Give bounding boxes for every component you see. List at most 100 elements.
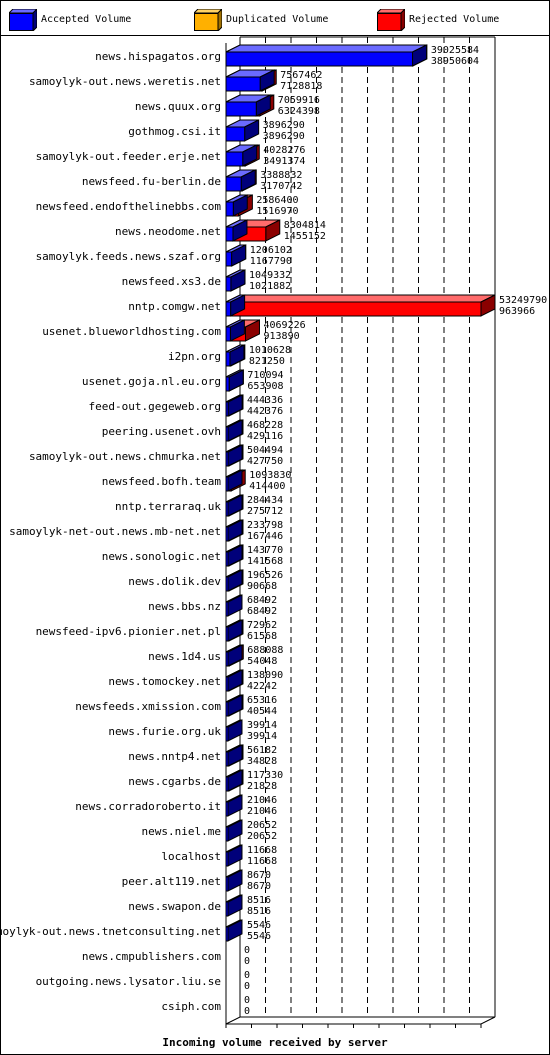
total-value-label: 53249790 <box>499 295 547 306</box>
category-label: news.swapon.de <box>128 900 221 913</box>
accepted-bar <box>225 169 256 192</box>
total-value-label: 233798 <box>247 520 283 531</box>
accepted-bar <box>225 619 243 642</box>
accepted-value-label: 90668 <box>247 581 277 592</box>
category-label: news.furie.org.uk <box>108 725 221 738</box>
accepted-value-label: 653908 <box>247 381 283 392</box>
accepted-value-label: 1455152 <box>284 231 326 242</box>
accepted-value-label: 42242 <box>247 681 277 692</box>
accepted-bar <box>225 394 243 417</box>
accepted-bar <box>225 494 243 517</box>
x-axis-title: Incoming volume received by server <box>162 1036 388 1049</box>
accepted-bar <box>225 644 243 667</box>
total-value-label: 444336 <box>247 395 283 406</box>
category-label: newsfeed-ipv6.pionier.net.pl <box>36 625 221 638</box>
accepted-value-label: 5546 <box>247 931 271 942</box>
total-value-label: 143770 <box>247 545 283 556</box>
total-value-label: 2586400 <box>256 195 298 206</box>
category-label: newsfeed.xs3.de <box>122 275 221 288</box>
accepted-bar <box>225 419 243 442</box>
accepted-value-label: 963966 <box>499 306 535 317</box>
total-value-label: 72962 <box>247 620 277 631</box>
category-label: usenet.blueworldhosting.com <box>42 325 221 338</box>
accepted-value-label: 54048 <box>247 656 277 667</box>
accepted-value-label: 1021882 <box>249 281 291 292</box>
total-value-label: 39914 <box>247 720 277 731</box>
accepted-value-label: 3896290 <box>263 131 305 142</box>
accepted-bar <box>225 719 243 742</box>
total-value-label: 1206102 <box>250 245 292 256</box>
category-label: gothmog.csi.it <box>128 125 221 138</box>
category-label: news.hispagatos.org <box>95 50 221 63</box>
accepted-bar <box>225 369 244 392</box>
total-value-label: 468228 <box>247 420 283 431</box>
total-value-label: 68492 <box>247 595 277 606</box>
accepted-value-label: 414400 <box>249 481 285 492</box>
accepted-value-label: 34828 <box>247 756 277 767</box>
total-value-label: 11668 <box>247 845 277 856</box>
total-value-label: 504494 <box>247 445 283 456</box>
accepted-bar <box>225 819 243 842</box>
accepted-value-label: 68492 <box>247 606 277 617</box>
accepted-bar <box>225 519 243 542</box>
accepted-value-label: 20652 <box>247 831 277 842</box>
category-label: samoylyk-out.news.tnetconsulting.net <box>1 925 221 938</box>
accepted-bar <box>225 894 243 917</box>
category-label: nntp.comgw.net <box>128 300 221 313</box>
accepted-bar <box>225 144 258 167</box>
category-label: samoylyk.feeds.news.szaf.org <box>36 250 221 263</box>
accepted-bar <box>225 69 275 92</box>
accepted-bar <box>225 44 428 67</box>
accepted-value-label: 39914 <box>247 731 277 742</box>
rejected-bar <box>225 294 496 317</box>
accepted-value-label: 8516 <box>247 906 271 917</box>
category-label: news.nntp4.net <box>128 750 221 763</box>
accepted-bar <box>225 794 243 817</box>
accepted-bar <box>225 344 245 367</box>
accepted-bar <box>225 319 245 342</box>
accepted-bar <box>225 594 243 617</box>
category-label: peer.alt119.net <box>122 875 221 888</box>
total-value-label: 3896290 <box>263 120 305 131</box>
accepted-bar <box>225 544 243 567</box>
legend: Accepted Volume Duplicated Volume Reject… <box>1 1 549 36</box>
accepted-value-label: 40544 <box>247 706 277 717</box>
accepted-value-label: 21046 <box>247 806 277 817</box>
category-label: newsfeed.bofh.team <box>102 475 222 488</box>
category-label: samoylyk-out.news.chmurka.net <box>29 450 221 463</box>
category-label: news.neodome.net <box>115 225 221 238</box>
total-value-label: 1093830 <box>249 470 291 481</box>
category-label: newsfeed.fu-berlin.de <box>82 175 221 188</box>
accepted-value-label: 0 <box>244 1006 250 1017</box>
total-value-label: 4028276 <box>263 145 305 156</box>
accepted-bar <box>225 694 243 717</box>
total-value-label: 8670 <box>247 870 271 881</box>
total-value-label: 0 <box>244 970 250 981</box>
category-label: news.dolik.dev <box>128 575 221 588</box>
category-label: news.cmpublishers.com <box>82 950 221 963</box>
accepted-value-label: 0 <box>244 981 250 992</box>
accepted-bar <box>225 744 243 767</box>
total-value-label: 8516 <box>247 895 271 906</box>
total-value-label: 21046 <box>247 795 277 806</box>
category-label: newsfeed.endofthelinebbs.com <box>36 200 222 213</box>
total-value-label: 8304814 <box>284 220 326 231</box>
accepted-value-label: 427750 <box>247 456 283 467</box>
legend-label-rejected: Rejected Volume <box>409 14 500 25</box>
category-label: newsfeeds.xmission.com <box>75 700 221 713</box>
accepted-bar <box>225 869 243 892</box>
total-value-label: 3388832 <box>260 170 302 181</box>
category-label: news.quux.org <box>135 100 221 113</box>
accepted-value-label: 11668 <box>247 856 277 867</box>
accepted-value-label: 38950604 <box>431 56 479 67</box>
accepted-bar <box>225 94 271 117</box>
total-value-label: 0 <box>244 945 250 956</box>
total-value-label: 7567462 <box>280 70 322 81</box>
accepted-bar <box>225 469 243 492</box>
total-value-label: 284434 <box>247 495 283 506</box>
category-label: news.bbs.nz <box>148 600 221 613</box>
total-value-label: 7059916 <box>278 95 320 106</box>
category-label: samoylyk-out.news.weretis.net <box>29 75 221 88</box>
accepted-value-label: 6324398 <box>278 106 320 117</box>
accepted-value-label: 429116 <box>247 431 283 442</box>
